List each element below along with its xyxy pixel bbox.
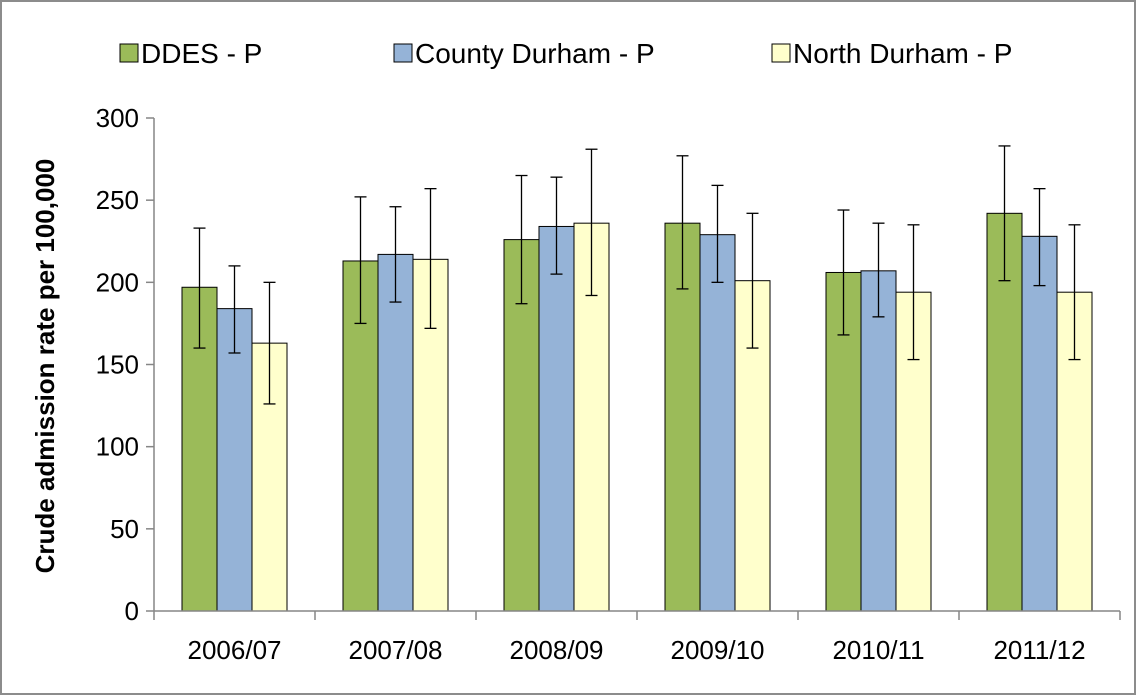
error-bars (193, 145, 1081, 405)
error-bar-1-3 (515, 174, 528, 305)
x-tick-label: 2008/09 (510, 635, 604, 665)
error-bar-2-6 (1033, 188, 1046, 287)
error-bar-3-6 (1068, 224, 1081, 361)
error-bar-3-5 (907, 224, 920, 361)
error-bar-2-3 (550, 176, 563, 275)
legend-swatch (771, 43, 791, 63)
x-tick-label: 2009/10 (671, 635, 765, 665)
error-bar-1-2 (354, 196, 367, 325)
y-tick-label: 300 (96, 103, 139, 133)
error-bar-1-4 (676, 155, 689, 290)
bar-2-6 (1021, 235, 1058, 612)
y-tick-label: 250 (96, 185, 139, 215)
error-bar-2-1 (228, 265, 241, 354)
legend-label: County Durham - P (415, 38, 655, 69)
legend-item-1: DDES - P (119, 38, 262, 69)
bar-2-3 (538, 225, 575, 612)
error-bar-2-2 (389, 206, 402, 303)
error-bar-1-6 (998, 145, 1011, 282)
x-tick-label: 2011/12 (993, 635, 1085, 665)
y-tick-label: 100 (96, 432, 139, 462)
legend-swatch (393, 43, 413, 63)
legend-item-3: North Durham - P (771, 38, 1012, 69)
y-axis-title: Crude admission rate per 100,000 (30, 159, 60, 574)
y-tick-label: 0 (125, 596, 139, 626)
x-tick-label: 2010/11 (832, 635, 924, 665)
error-bar-3-4 (746, 212, 759, 349)
error-bar-1-1 (193, 227, 206, 349)
y-tick-label: 50 (110, 514, 139, 544)
legend: DDES - P County Durham - P North Durham - … (119, 38, 1012, 69)
axes (146, 117, 1121, 620)
bar-2-5 (860, 270, 897, 612)
error-bar-2-5 (872, 222, 885, 318)
bar-2-1 (216, 308, 253, 612)
error-bar-3-1 (263, 281, 276, 405)
legend-item-2: County Durham - P (393, 38, 655, 69)
legend-label: DDES - P (141, 38, 262, 69)
x-tick-label: 2007/08 (349, 635, 443, 665)
legend-label: North Durham - P (793, 38, 1012, 69)
error-bar-1-5 (837, 209, 850, 336)
bar-2-2 (377, 253, 414, 612)
error-bar-2-4 (711, 184, 724, 283)
error-bar-3-2 (424, 188, 437, 329)
y-tick-label: 200 (96, 267, 139, 297)
tick-labels: 0 50 100 150 200 250 300 2006/07 2007/08 2008/09 2… (96, 103, 1086, 665)
y-tick-label: 150 (96, 350, 139, 380)
bars (181, 212, 1093, 612)
bar-2-4 (699, 234, 736, 612)
legend-swatch (119, 43, 139, 63)
x-tick-label: 2006/07 (188, 635, 282, 665)
error-bar-3-3 (585, 148, 598, 297)
